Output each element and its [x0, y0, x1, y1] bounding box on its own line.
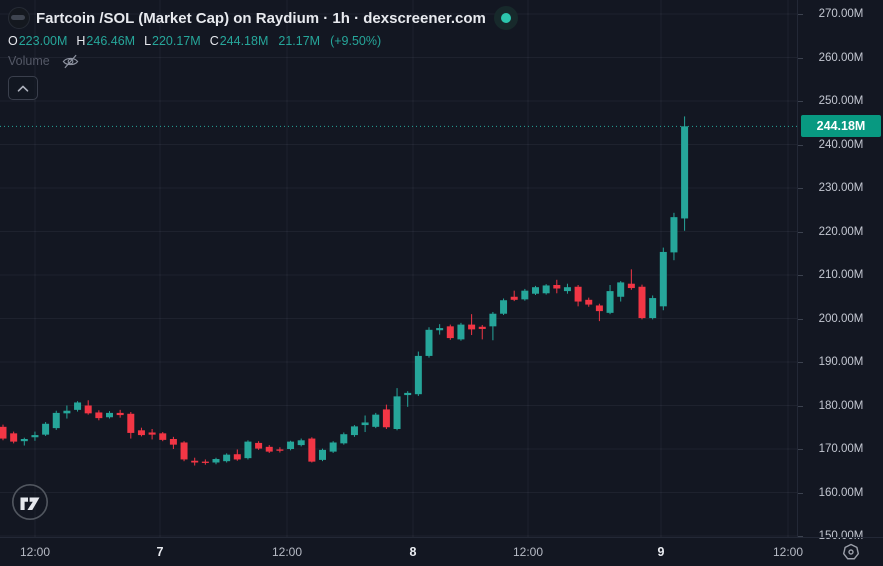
price-axis-label: 250.00M	[818, 95, 864, 107]
price-axis-tick	[798, 275, 803, 276]
price-axis-tick	[798, 319, 803, 320]
price-axis-label: 220.00M	[818, 225, 864, 238]
price-axis-tick	[798, 362, 803, 363]
price-axis-tick	[798, 14, 803, 15]
settings-gear-icon[interactable]	[842, 543, 860, 566]
price-axis-tick	[798, 145, 803, 146]
ohlc-legend: O 223.00M H 246.46M L 220.17M C 244.18M 21.1…	[8, 33, 518, 49]
price-axis-tick	[798, 101, 803, 102]
price-axis-label: 150.00M	[818, 530, 864, 542]
time-axis-label: 9	[657, 545, 665, 559]
price-axis-tick	[798, 58, 803, 59]
price-axis-tick	[798, 449, 803, 450]
last-price-label: 244.18M	[801, 115, 881, 138]
price-axis-label: 210.00M	[818, 269, 864, 281]
ohlc-high-value: 246.46M	[86, 34, 136, 48]
price-axis-label: 260.00M	[818, 51, 864, 64]
eye-off-icon[interactable]	[61, 54, 80, 69]
volume-row: Volume	[8, 53, 518, 69]
collapse-legend-button[interactable]	[8, 76, 38, 100]
ohlc-close-label: C	[209, 34, 219, 48]
time-axis-label: 7	[156, 545, 164, 559]
ohlc-change-pct: (+9.50%)	[330, 34, 382, 48]
price-axis-tick	[798, 536, 803, 537]
price-axis-tick	[798, 406, 803, 407]
coin-logo-band	[11, 15, 25, 20]
price-axis-tick	[798, 188, 803, 189]
price-axis-label: 200.00M	[818, 312, 864, 325]
price-axis-label: 270.00M	[818, 8, 864, 20]
ohlc-close-value: 244.18M	[219, 34, 269, 48]
price-axis[interactable]: 244.18M 270.00M 260.00M 250.00M 240.00M 230.…	[797, 0, 883, 542]
ohlc-change-abs: 21.17M	[278, 34, 321, 48]
volume-label: Volume	[8, 54, 50, 68]
price-axis-tick	[798, 493, 803, 494]
time-axis-label: 12:00	[512, 545, 544, 559]
price-axis-label: 160.00M	[818, 486, 864, 499]
ohlc-open-label: O	[8, 34, 18, 48]
live-status-icon[interactable]	[493, 6, 518, 30]
time-axis-label: 12:00	[271, 545, 303, 559]
price-axis-tick	[798, 232, 803, 233]
time-axis-label: 12:00	[19, 545, 51, 559]
tradingview-logo[interactable]	[11, 483, 49, 526]
price-axis-label: 190.00M	[818, 356, 864, 368]
live-status-dot	[500, 13, 511, 23]
time-axis-label: 8	[409, 545, 417, 559]
ohlc-open-value: 223.00M	[18, 34, 68, 48]
chart-header: Fartcoin /SOL (Market Cap) on Raydium · …	[0, 0, 526, 106]
candlestick-plot[interactable]	[0, 0, 797, 537]
price-axis-label: 180.00M	[818, 399, 864, 412]
ohlc-high-label: H	[76, 34, 86, 48]
ohlc-low-value: 220.17M	[152, 34, 201, 48]
time-axis[interactable]: 12:00 7 12:00 8 12:00 9 12:00	[0, 537, 883, 566]
chart-title: Fartcoin /SOL (Market Cap) on Raydium · …	[36, 9, 486, 27]
price-axis-label: 240.00M	[818, 138, 864, 151]
title-row: Fartcoin /SOL (Market Cap) on Raydium · …	[8, 6, 518, 30]
price-axis-label: 230.00M	[818, 182, 864, 194]
ohlc-low-label: L	[144, 34, 152, 48]
price-axis-label: 170.00M	[818, 443, 864, 455]
coin-logo-icon	[8, 7, 30, 29]
time-axis-label: 12:00	[772, 545, 804, 559]
chevron-up-icon	[17, 85, 29, 92]
